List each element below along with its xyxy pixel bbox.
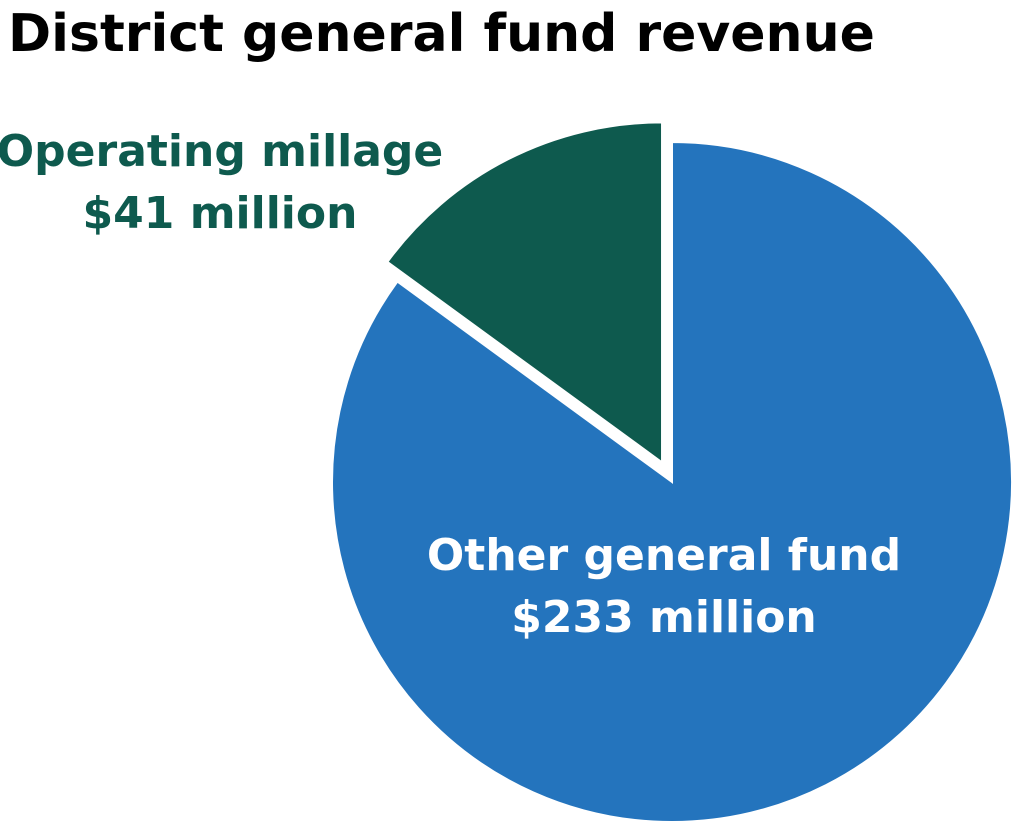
pie-slices [331,121,1013,822]
pie-slice-operating-millage [386,121,664,465]
slice-value-operating-millage: $41 million [83,188,358,239]
pie-slice-other-general-fund [331,140,1013,822]
slice-label-operating-millage: Operating millage [0,126,443,177]
pie-labels: Operating millage $41 million Other gene… [0,126,901,643]
slice-value-other-general-fund: $233 million [511,592,817,643]
chart-title: District general fund revenue [8,4,875,64]
slice-label-other-general-fund: Other general fund [427,530,901,581]
